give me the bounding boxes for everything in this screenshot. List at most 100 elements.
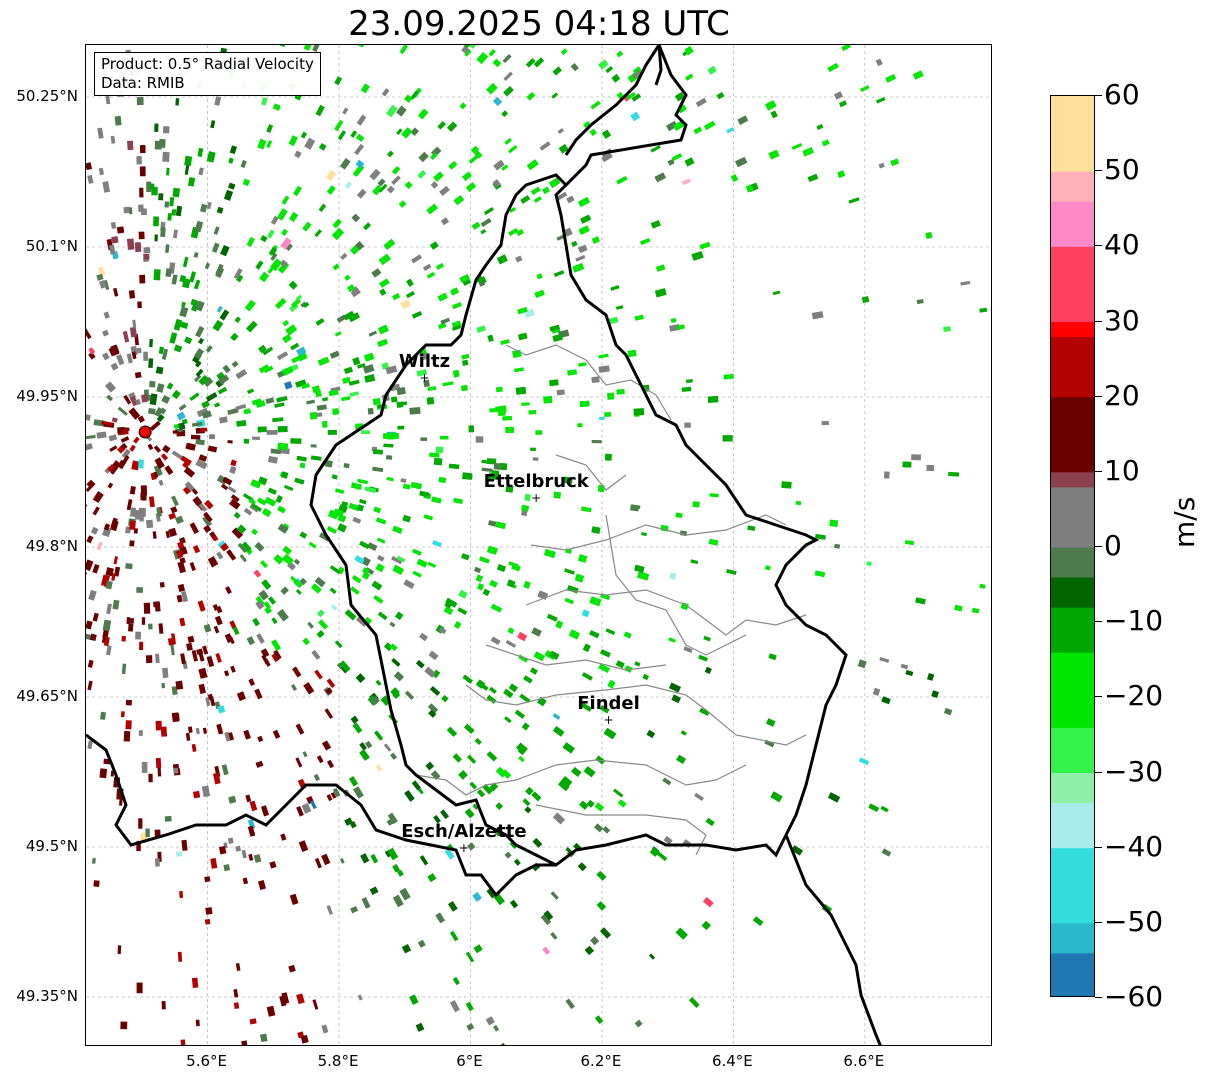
echo-gate: [205, 345, 213, 353]
echo-gate: [359, 540, 370, 550]
echo-gate: [514, 367, 525, 373]
echo-gate: [169, 197, 175, 207]
radar-site-marker: [138, 425, 152, 439]
echo-gate: [99, 279, 107, 289]
echo-gate: [133, 436, 140, 444]
echo-gate: [276, 395, 288, 403]
echo-gate: [117, 406, 128, 416]
echo-gate: [194, 223, 203, 233]
echo-gate: [348, 776, 359, 787]
echo-gate: [172, 187, 181, 198]
echo-gate: [288, 135, 298, 147]
echo-gate: [158, 479, 164, 486]
echo-gate: [230, 494, 240, 503]
echo-gate: [332, 263, 340, 271]
echo-gate: [406, 278, 414, 287]
echo-gate: [752, 916, 764, 927]
echo-gate: [452, 976, 460, 986]
echo-gate: [271, 652, 280, 663]
echo-gate: [86, 535, 94, 544]
echo-gate: [525, 786, 534, 796]
echo-gate: [198, 683, 206, 695]
echo-gate: [129, 444, 136, 452]
echo-gate: [235, 963, 241, 971]
echo-gate: [571, 240, 578, 247]
echo-gate: [340, 252, 348, 261]
echo-gate: [925, 231, 933, 240]
echo-gate: [153, 471, 159, 479]
echo-gate: [179, 617, 186, 627]
germany-border-north: [654, 45, 663, 86]
echo-gate: [403, 579, 415, 590]
echo-gate: [161, 395, 171, 404]
echo-gate: [260, 560, 268, 569]
echo-gate: [246, 236, 256, 247]
echo-gate: [916, 298, 924, 305]
echo-gate: [141, 394, 148, 403]
echo-gate: [149, 338, 153, 348]
echo-gate: [178, 403, 187, 411]
echo-gate: [326, 905, 333, 915]
echo-gate: [116, 354, 125, 366]
echo-gate: [355, 241, 365, 251]
echo-gate: [235, 404, 247, 411]
colorbar-segment: [1051, 246, 1094, 262]
echo-gate: [295, 294, 303, 302]
echo-gate: [219, 309, 230, 321]
echo-gate: [153, 601, 161, 608]
echo-gate: [189, 271, 197, 283]
echo-gate: [493, 1025, 500, 1032]
city-marker: +: [603, 713, 613, 727]
echo-gate: [517, 306, 528, 315]
radar-map: + Wiltz + Ettelbruck + Findel + Esch/Alzette: [85, 44, 992, 1046]
echo-gate: [121, 663, 127, 675]
colorbar-unit: m/s: [1168, 496, 1201, 548]
echo-gate: [349, 391, 359, 397]
echo-gate: [128, 623, 134, 632]
echo-gate: [296, 455, 307, 462]
echo-gate: [128, 290, 136, 299]
echo-gate: [467, 842, 476, 851]
echo-gate: [387, 812, 398, 825]
echo-gate: [462, 278, 471, 286]
echo-gate: [464, 808, 475, 819]
echo-gate: [971, 607, 980, 614]
echo-gate: [426, 271, 436, 279]
echo-gate: [534, 289, 545, 298]
echo-gate: [586, 799, 595, 808]
echo-gate: [355, 133, 365, 142]
echo-gate: [301, 803, 312, 814]
echo-gate: [193, 252, 199, 258]
echo-gate: [654, 288, 667, 298]
echo-gate: [110, 221, 117, 229]
echo-gate: [123, 394, 132, 405]
echo-gate: [624, 665, 633, 673]
echo-gate: [904, 540, 915, 546]
echo-gate: [170, 506, 178, 514]
echo-gate: [550, 932, 558, 940]
echo-gate: [457, 607, 468, 616]
echo-gate: [474, 150, 483, 159]
echo-gate: [468, 154, 480, 164]
echo-gate: [220, 483, 229, 491]
echo-gate: [224, 731, 231, 742]
echo-gate: [311, 649, 321, 660]
echo-gate: [452, 753, 462, 763]
echo-gate: [369, 886, 379, 896]
echo-gate: [147, 394, 152, 401]
echo-gate: [214, 96, 222, 106]
echo-gate: [216, 551, 224, 560]
echo-gate: [272, 729, 281, 739]
echo-gate: [165, 244, 170, 253]
echo-gate: [175, 680, 184, 690]
echo-gate: [154, 407, 164, 418]
echo-gate: [255, 760, 264, 768]
echo-gate: [294, 150, 302, 159]
echo-gate: [490, 603, 503, 613]
echo-gate: [509, 206, 517, 213]
colorbar-segment: [1051, 156, 1094, 172]
echo-gate: [230, 332, 239, 342]
echo-gate: [154, 457, 165, 469]
echo-gate: [377, 178, 386, 187]
echo-gate: [508, 561, 519, 568]
